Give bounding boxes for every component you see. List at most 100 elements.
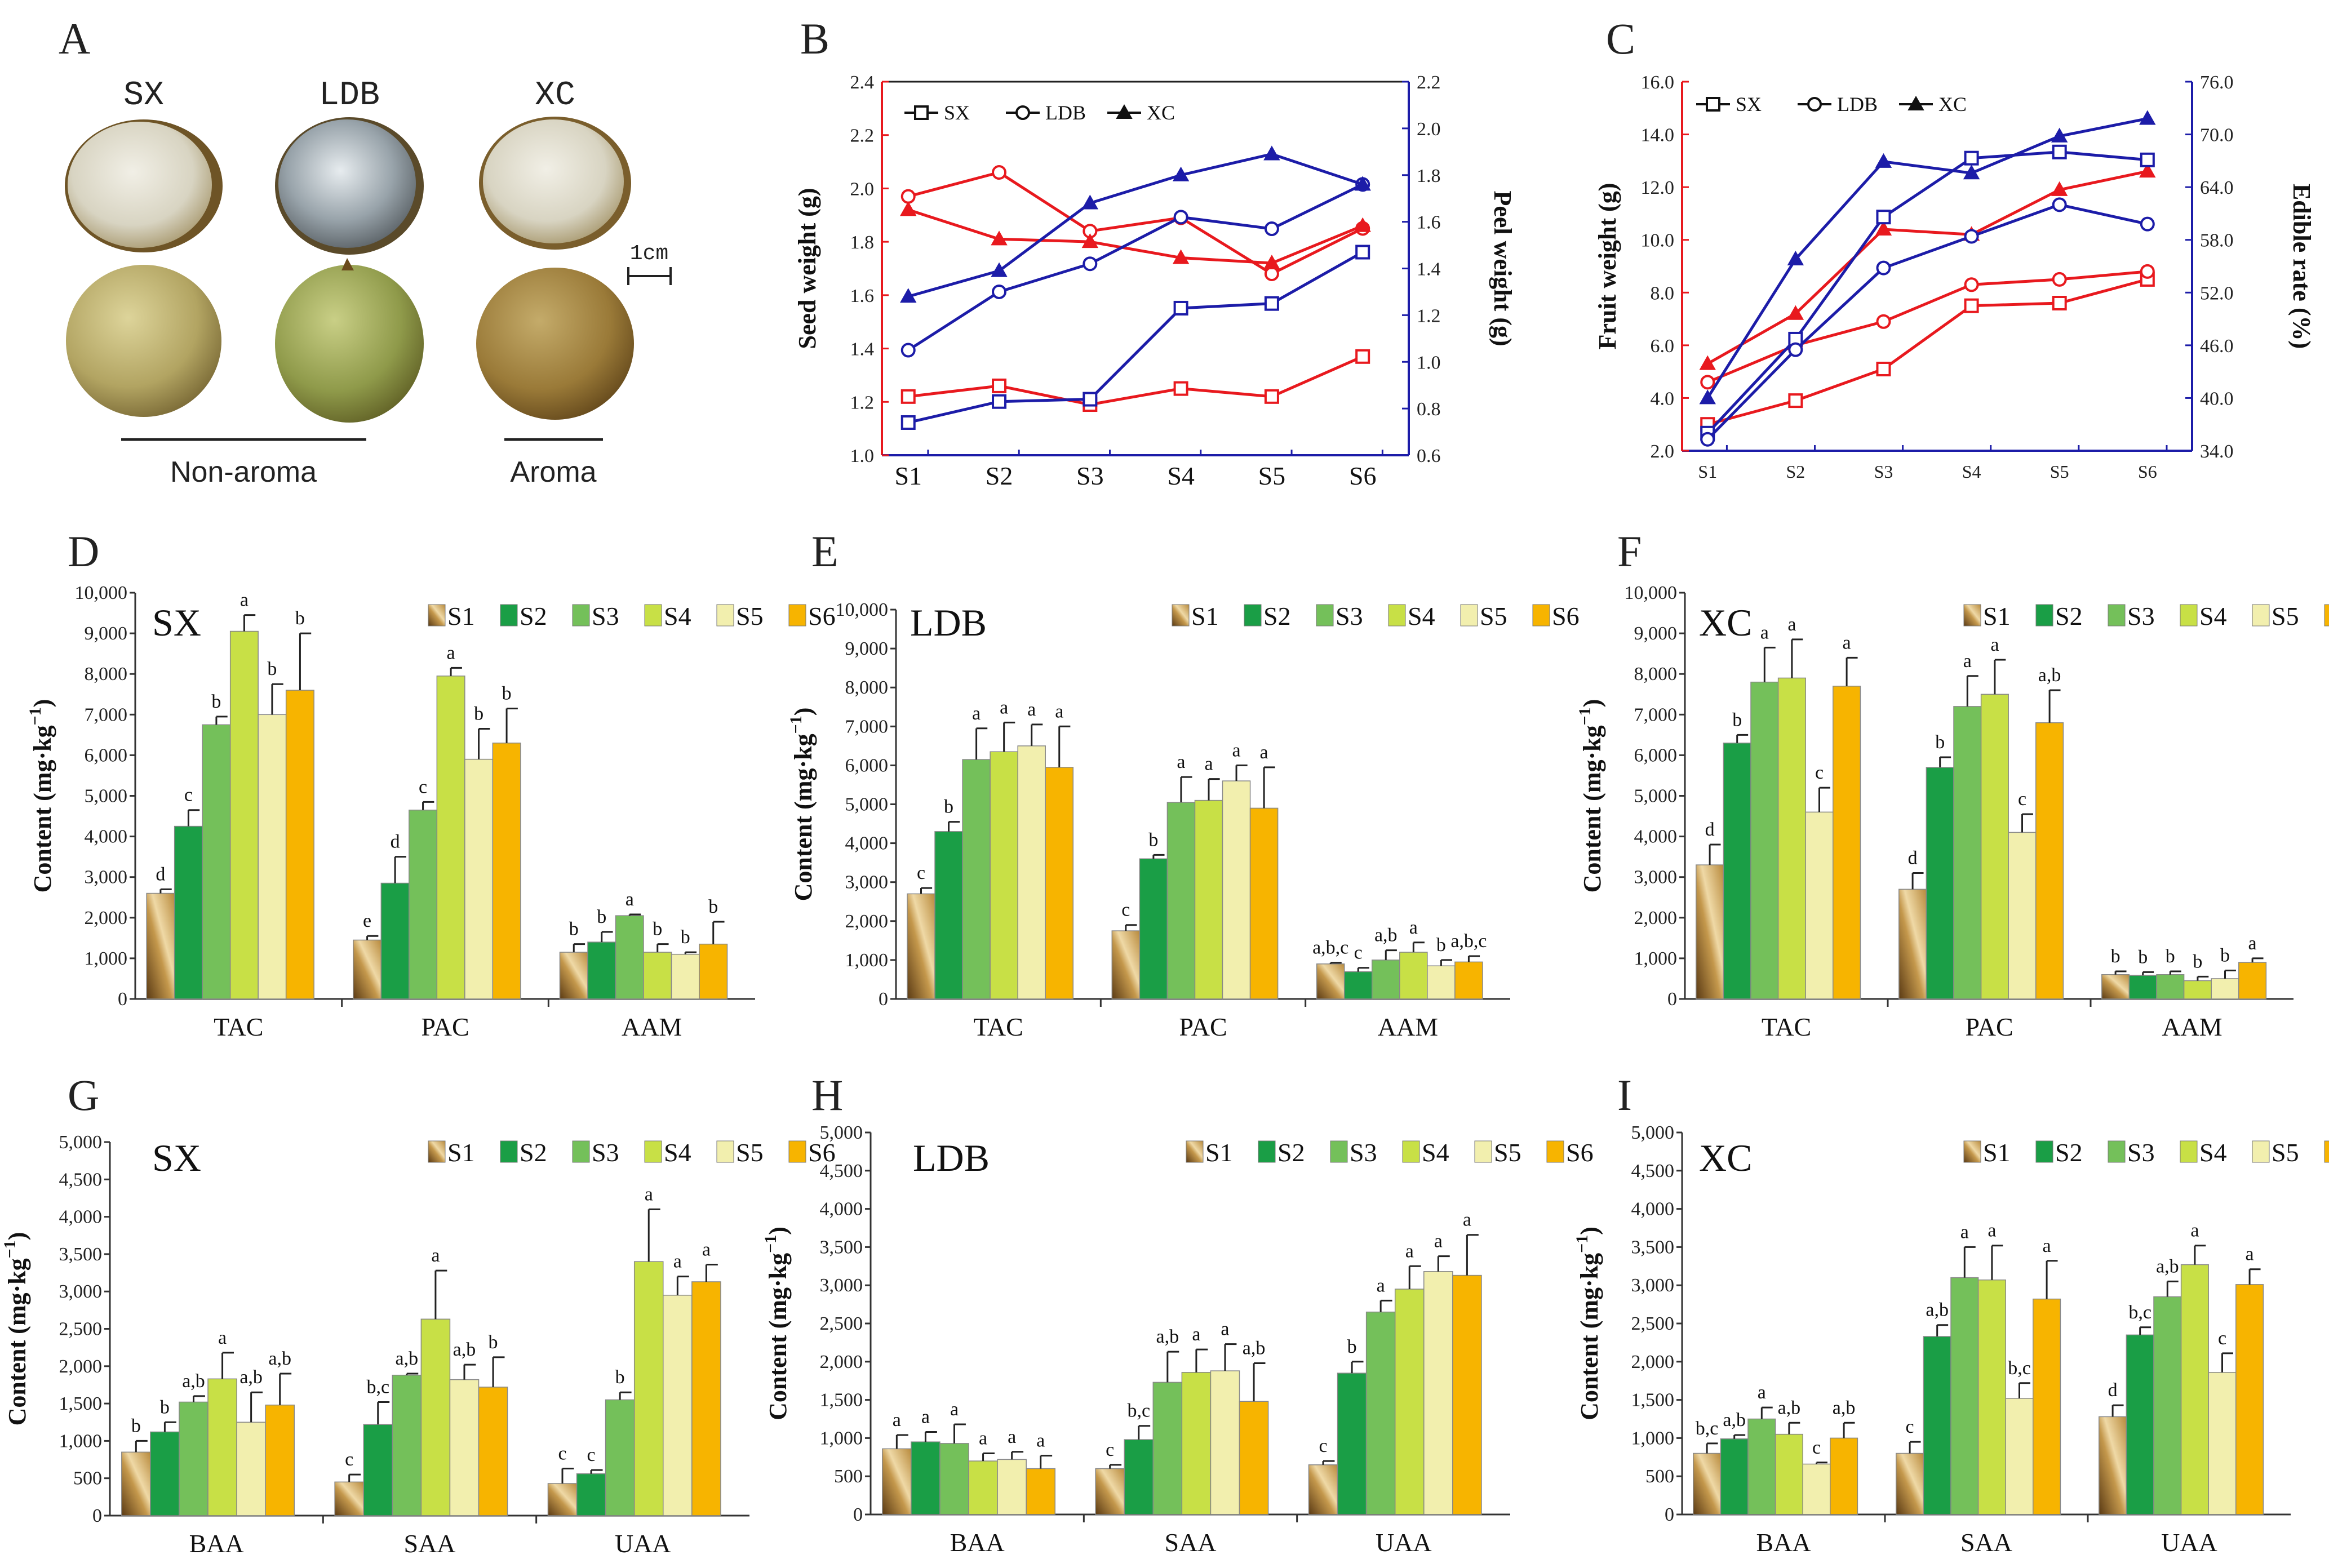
i-y-tick-label: 3,500 xyxy=(1631,1237,1675,1258)
variety-label-sx: SX xyxy=(123,77,164,115)
g-legend-swatch xyxy=(500,1140,518,1163)
e-chart-title: LDB xyxy=(910,601,987,644)
c-point-ldb-left xyxy=(1876,314,1891,329)
h-y-axis-title-end: ) xyxy=(764,1227,792,1235)
h-bar-s4-uaa xyxy=(1394,1289,1425,1515)
e-category-label: AAM xyxy=(1378,1012,1438,1041)
g-legend-label: S4 xyxy=(664,1138,691,1167)
d-significance-letter: c xyxy=(184,785,193,806)
d-bar-s1-tac xyxy=(146,892,175,1000)
i-y-tick-label: 0 xyxy=(1665,1504,1674,1525)
c-x-tick-label: S5 xyxy=(2050,461,2069,482)
b-point-sx-right xyxy=(1355,245,1370,260)
h-significance-letter: a xyxy=(979,1428,987,1449)
e-significance-letter: b xyxy=(1436,935,1446,956)
g-y-tick-label: 500 xyxy=(73,1468,102,1489)
e-bar-s3-aam xyxy=(1372,960,1400,1000)
f-bar-s4-tac xyxy=(1777,677,1806,1000)
b-point-ldb-right xyxy=(900,343,916,358)
h-significance-letter: a xyxy=(1192,1324,1200,1345)
e-significance-letter: a xyxy=(1409,917,1418,938)
g-legend-swatch xyxy=(716,1140,734,1163)
e-significance-letter: c xyxy=(917,863,925,883)
g-bar-s4-baa xyxy=(207,1378,237,1516)
e-bar-s5-pac xyxy=(1222,780,1251,1000)
h-significance-letter: b,c xyxy=(1127,1401,1150,1422)
i-legend-label: S3 xyxy=(2127,1138,2155,1167)
i-bar-s5-baa xyxy=(1802,1463,1831,1515)
i-bar-s5-uaa xyxy=(2208,1372,2237,1515)
h-bar-s5-baa xyxy=(997,1459,1027,1515)
i-significance-letter: a xyxy=(2246,1244,2254,1265)
i-significance-letter: a,b xyxy=(1778,1397,1801,1418)
e-y-axis-title: Content (mg·kg−1) xyxy=(787,708,817,901)
b-point-xc-left xyxy=(1081,233,1099,248)
variety-label-ldb: LDB xyxy=(319,77,380,115)
e-category-label: TAC xyxy=(974,1012,1023,1041)
c-point-xc-left xyxy=(2139,163,2156,178)
c-x-tick-label: S1 xyxy=(1698,461,1717,482)
h-category-label: BAA xyxy=(950,1528,1005,1557)
i-legend-label: S1 xyxy=(1983,1138,2011,1167)
i-significance-letter: a xyxy=(1960,1221,1969,1242)
d-significance-letter: a xyxy=(625,889,634,910)
d-significance-letter: d xyxy=(391,832,400,852)
i-y-axis-title: Content (mg·kg−1) xyxy=(1573,1227,1603,1420)
c-legend-label: LDB xyxy=(1837,93,1878,116)
b-left-tick-label: 2.4 xyxy=(850,72,875,93)
f-y-axis-title-sup: −1 xyxy=(1576,707,1594,725)
f-bar-s2-aam xyxy=(2128,975,2157,1000)
h-significance-letter: a xyxy=(921,1407,930,1428)
b-right-tick-label: 1.6 xyxy=(1417,212,1441,233)
h-legend-label: S5 xyxy=(1494,1138,1521,1167)
i-bar-s5-saa xyxy=(2005,1398,2034,1515)
g-significance-letter: b xyxy=(160,1397,170,1418)
b-series-line-xc-right xyxy=(908,152,1363,298)
c-legend-marker xyxy=(1907,95,1924,110)
g-significance-letter: a xyxy=(645,1184,653,1205)
f-bar-s1-tac xyxy=(1696,864,1724,1000)
i-significance-letter: d xyxy=(2108,1380,2118,1401)
c-series-line-sx-left xyxy=(1707,278,2148,426)
b-legend-marker xyxy=(914,105,929,120)
h-bar-s3-uaa xyxy=(1365,1311,1396,1515)
f-category-label: AAM xyxy=(2162,1012,2222,1041)
h-y-tick-label: 3,500 xyxy=(820,1237,863,1258)
g-legend-label: S6 xyxy=(808,1138,836,1167)
i-significance-letter: c xyxy=(2218,1328,2226,1349)
h-significance-letter: a xyxy=(950,1399,959,1420)
f-significance-letter: c xyxy=(2018,789,2026,810)
h-bar-s2-saa xyxy=(1124,1439,1154,1515)
i-bar-s6-saa xyxy=(2033,1298,2061,1515)
d-significance-letter: b xyxy=(502,683,512,704)
f-bar-s6-tac xyxy=(1833,686,1861,1000)
e-bar-s1-aam xyxy=(1316,963,1345,1000)
c-point-ldb-left xyxy=(2140,264,2155,279)
d-category-label: AAM xyxy=(622,1012,682,1041)
h-y-tick-label: 0 xyxy=(853,1504,863,1525)
g-y-tick-label: 3,500 xyxy=(59,1244,103,1265)
h-legend-swatch xyxy=(1546,1140,1564,1163)
c-series-line-xc-right xyxy=(1706,117,2148,399)
c-point-xc-left xyxy=(1875,220,1892,236)
f-significance-letter: a xyxy=(1760,622,1769,643)
panel-d-bar-chart: D 0 1,000 2,000 3,000 4,000 5,000 6,000 7,000 8,0… xyxy=(26,527,836,1041)
d-legend-swatch xyxy=(644,604,662,627)
e-bar-s4-pac xyxy=(1194,799,1223,1000)
b-point-sx-left xyxy=(900,389,916,404)
b-point-sx-left xyxy=(1355,349,1370,364)
h-bar-s1-saa xyxy=(1095,1468,1125,1515)
fruit-photo-ldb-pulp xyxy=(275,117,424,255)
d-category-label: PAC xyxy=(421,1012,469,1041)
e-legend-swatch xyxy=(1532,604,1550,627)
h-legend-label: S4 xyxy=(1422,1138,1449,1167)
h-legend-label: S1 xyxy=(1205,1138,1233,1167)
g-bar-s6-baa xyxy=(265,1405,295,1516)
c-right-tick-label: 52.0 xyxy=(2200,283,2234,304)
g-bar-s1-saa xyxy=(334,1481,364,1516)
e-significance-letter: b xyxy=(1148,829,1158,850)
d-legend-label: S6 xyxy=(808,602,836,630)
g-bar-s6-saa xyxy=(478,1387,508,1516)
b-point-xc-left xyxy=(1172,249,1190,264)
b-point-xc-right xyxy=(991,262,1008,277)
